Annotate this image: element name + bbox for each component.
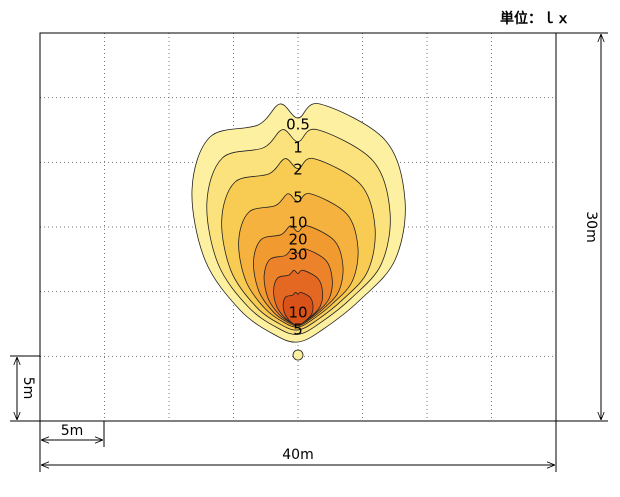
contour-label: 0.5 [286, 116, 310, 134]
contours [191, 103, 406, 343]
contour-label: 1 [293, 139, 303, 157]
dim-label: 40m [282, 447, 313, 463]
contour-label: 10 [288, 304, 307, 322]
contour-label: 30 [288, 246, 307, 264]
dim-label: 30m [583, 211, 599, 242]
dim-label: 5m [61, 423, 84, 439]
grid [40, 33, 556, 421]
unit-label: 単位：ｌｘ [500, 10, 570, 27]
contour-label: 5 [293, 321, 303, 339]
contour-label: 20 [288, 231, 307, 249]
contour-label: 2 [293, 161, 303, 179]
isolux-contour [282, 291, 314, 327]
contour-label: 10 [288, 214, 307, 232]
dim-label: 5m [20, 377, 36, 400]
area-border [39, 32, 557, 422]
contour-label: 5 [293, 189, 303, 207]
luminaire [292, 349, 304, 361]
